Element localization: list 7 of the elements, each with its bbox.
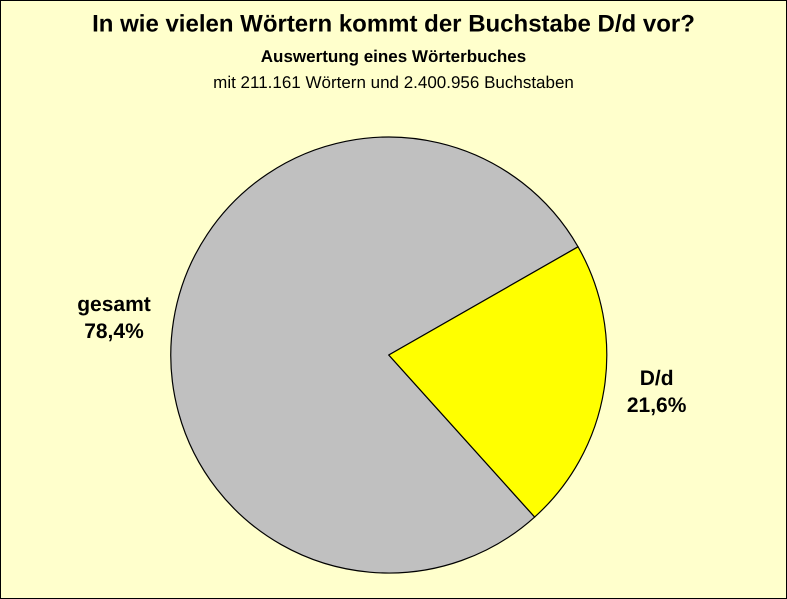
chart-subtitle: Auswertung eines Wörterbuches [260,47,526,66]
text: mit 211.161 Wörtern und 2.400.956 Buchstaben [213,73,574,92]
data-label: 78,4% [84,320,144,344]
data-label: 21,6% [626,394,687,417]
slice-label: gesamt [77,293,151,316]
chart-title: In wie vielen Wörtern kommt der Buchstabe D/d vor? [92,10,695,38]
slice-label: D/d [640,366,674,390]
